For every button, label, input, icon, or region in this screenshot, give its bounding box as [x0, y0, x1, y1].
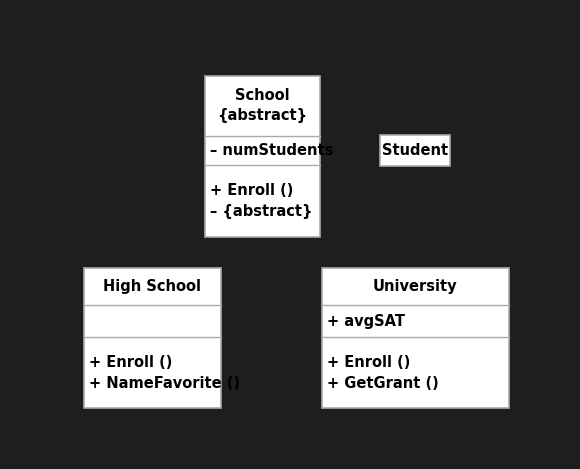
Bar [205, 76, 320, 237]
Bar [322, 267, 509, 408]
Bar [380, 135, 450, 166]
Text: – numStudents: – numStudents [211, 143, 334, 158]
Text: High School: High School [103, 279, 201, 294]
Text: + Enroll ()
– {abstract}: + Enroll () – {abstract} [211, 183, 313, 219]
Text: + Enroll ()
+ NameFavorite (): + Enroll () + NameFavorite () [89, 355, 240, 391]
Bar [84, 267, 221, 408]
Text: + avgSAT: + avgSAT [327, 314, 405, 329]
Text: Student: Student [382, 143, 448, 158]
Text: + Enroll ()
+ GetGrant (): + Enroll () + GetGrant () [327, 355, 439, 391]
Text: University: University [373, 279, 458, 294]
Text: School
{abstract}: School {abstract} [218, 89, 307, 123]
